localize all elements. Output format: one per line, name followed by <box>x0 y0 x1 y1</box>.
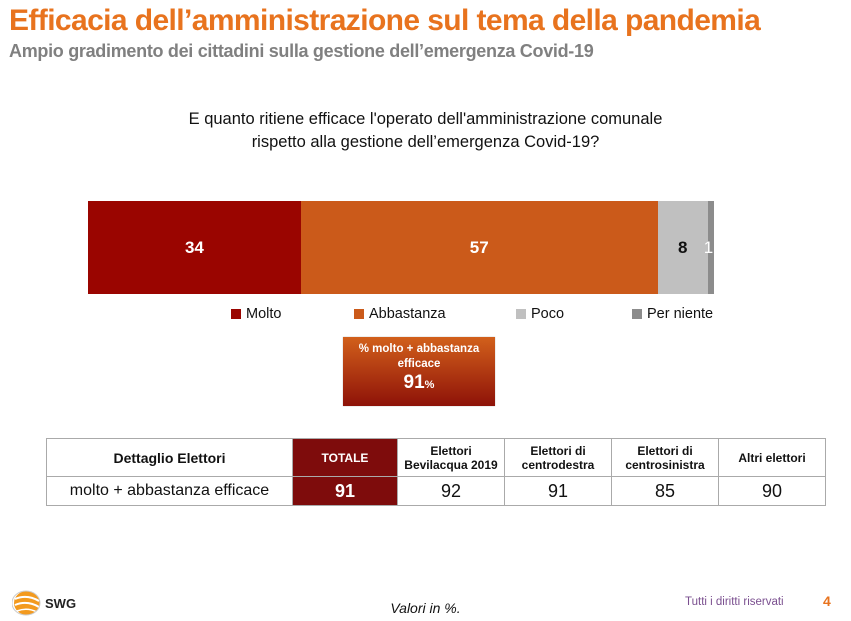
page-title: Efficacia dell’amministrazione sul tema … <box>9 4 761 37</box>
swg-globe-icon <box>12 590 41 616</box>
bar-value-label-poco: 8 <box>677 237 688 257</box>
legend-swatch-poco <box>516 309 526 319</box>
table-header-row: Dettaglio Elettori TOTALE Elettori Bevilacq… <box>46 438 826 477</box>
bar-value-label-molto: 34 <box>184 237 204 257</box>
page-number: 4 <box>823 593 831 609</box>
legend-label: Poco <box>531 306 565 322</box>
callout-unit: % <box>424 379 435 391</box>
chart-title-line-1: E quanto ritiene efficace l'operato dell… <box>188 110 663 128</box>
callout-value: 91% <box>343 372 495 396</box>
table-cell: 91 <box>292 476 398 506</box>
legend-swatch-molto <box>231 309 241 319</box>
bar-segment-molto: 34 <box>88 201 301 294</box>
swg-logo: SWG <box>12 590 76 616</box>
table-cell: 91 <box>504 476 612 506</box>
rights-notice: Tutti i diritti riservati <box>685 596 784 608</box>
table-header-col: Elettori di centrodestra <box>504 438 612 477</box>
table-body: molto + abbastanza efficace 91 92 91 85 90 <box>46 476 826 506</box>
legend-label: Abbastanza <box>369 306 446 322</box>
legend-item-poco: Poco <box>516 306 564 322</box>
table-cell: 85 <box>611 476 719 506</box>
table-header-col: Elettori di centrosinistra <box>611 438 719 477</box>
chart-legend: Molto Abbastanza Poco Per niente <box>0 306 851 326</box>
callout-label-line-1: % molto + abbastanza <box>358 343 480 355</box>
callout-number: 91 <box>403 372 425 393</box>
page-subtitle: Ampio gradimento dei cittadini sulla ges… <box>9 41 594 61</box>
table-row: molto + abbastanza efficace 91 92 91 85 90 <box>46 476 826 506</box>
logo-text: SWG <box>45 595 77 611</box>
footer-note: Valori in %. <box>390 600 461 616</box>
bar-segment-abbastanza: 57 <box>300 201 658 294</box>
row-label: molto + abbastanza efficace <box>46 476 293 506</box>
bar-value-label-per-niente: 1 <box>703 237 714 257</box>
table-cell: 92 <box>397 476 505 506</box>
chart-title-line-2: rispetto alla gestione dell’emergenza Co… <box>251 133 600 151</box>
table-header-label: Dettaglio Elettori <box>46 438 293 477</box>
legend-item-per-niente: Per niente <box>632 306 713 322</box>
stacked-bar: 34 57 8 1 <box>88 201 714 294</box>
callout-label-line-2: efficace <box>397 358 441 370</box>
chart-title: E quanto ritiene efficace l'operato dell… <box>0 108 851 154</box>
legend-swatch-per-niente <box>632 309 642 319</box>
legend-swatch-abbastanza <box>354 309 364 319</box>
legend-item-molto: Molto <box>231 306 281 322</box>
bar-value-label-abbastanza: 57 <box>469 237 489 257</box>
legend-item-abbastanza: Abbastanza <box>354 306 446 322</box>
legend-label: Molto <box>246 306 282 322</box>
summary-callout: % molto + abbastanza efficace 91% <box>343 337 495 406</box>
table-header-col: Altri elettori <box>718 438 826 477</box>
legend-label: Per niente <box>647 306 714 322</box>
table-header-col: Elettori Bevilacqua 2019 <box>397 438 505 477</box>
bar-segment-poco: 8 <box>657 201 708 294</box>
bar-segment-per-niente: 1 <box>704 201 714 294</box>
voters-detail-table: Dettaglio Elettori TOTALE Elettori Bevilacq… <box>46 438 826 506</box>
table-cell: 90 <box>718 476 826 506</box>
table-header-col: TOTALE <box>292 438 398 477</box>
